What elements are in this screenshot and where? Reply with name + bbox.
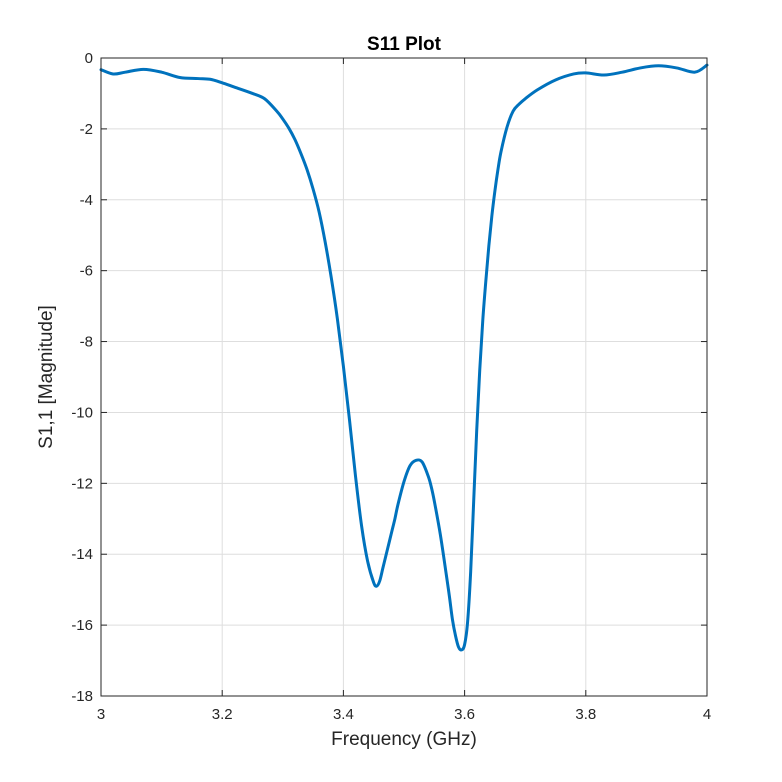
x-tick-label: 3.8: [575, 706, 596, 723]
grid-lines: [100, 57, 708, 697]
y-axis-label: S1,1 [Magnitude]: [36, 305, 57, 449]
y-tick-label: -16: [71, 617, 93, 634]
plot-area: [101, 58, 707, 696]
plot-frame: [100, 57, 708, 697]
x-tick-labels: 3 3.2 3.4 3.6 3.8 4: [97, 706, 711, 723]
y-tick-label: -2: [80, 121, 93, 138]
y-tick-label: -18: [71, 688, 93, 705]
y-tick-label: 0: [85, 50, 93, 67]
tick-marks: [100, 57, 708, 697]
y-tick-label: -14: [71, 546, 93, 563]
y-tick-label: -4: [80, 192, 93, 209]
y-tick-label: -6: [80, 263, 93, 280]
y-tick-label: -10: [71, 404, 93, 421]
y-tick-labels: 0 -2 -4 -6 -8 -10 -12 -14 -16 -18: [71, 50, 93, 705]
s11-curve: [99, 63, 709, 652]
x-tick-label: 3.2: [212, 706, 233, 723]
x-tick-label: 3: [97, 706, 105, 723]
x-tick-label: 3.6: [454, 706, 475, 723]
y-tick-label: -12: [71, 475, 93, 492]
y-tick-label: -8: [80, 334, 93, 351]
x-axis-label: Frequency (GHz): [331, 729, 477, 750]
chart-title: S11 Plot: [367, 34, 442, 55]
x-tick-label: 3.4: [333, 706, 354, 723]
x-tick-label: 4: [703, 706, 711, 723]
series-layer: [99, 63, 709, 652]
